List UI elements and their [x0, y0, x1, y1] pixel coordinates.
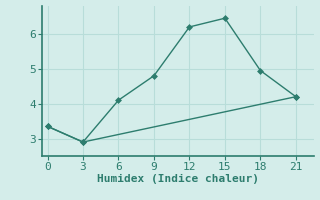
- X-axis label: Humidex (Indice chaleur): Humidex (Indice chaleur): [97, 174, 259, 184]
